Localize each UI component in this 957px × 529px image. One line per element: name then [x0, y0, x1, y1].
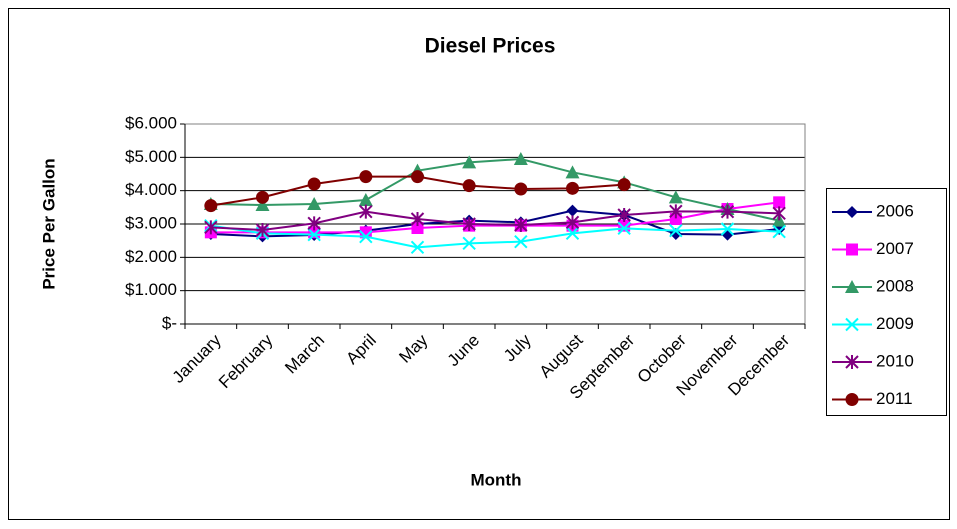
legend-label: 2007: [876, 239, 914, 258]
marker: [772, 206, 786, 221]
marker: [307, 197, 322, 210]
marker: [411, 170, 424, 184]
marker: [359, 229, 373, 244]
marker: [514, 182, 528, 196]
y-tick-label: $2.000: [125, 247, 177, 266]
marker: [773, 196, 786, 209]
marker: [358, 193, 373, 206]
y-axis-title: Price Per Gallon: [39, 158, 58, 289]
series-line: [210, 224, 780, 249]
chart-border: [8, 8, 950, 520]
series: [204, 218, 786, 255]
marker: [565, 226, 580, 241]
legend-marker: [845, 280, 859, 293]
marker: [566, 181, 579, 195]
marker: [411, 222, 424, 234]
legend-label: 2010: [876, 351, 914, 370]
series-line: [210, 201, 780, 234]
legend-marker: [846, 206, 858, 218]
y-tick-label: $-: [162, 313, 177, 332]
marker: [359, 226, 372, 239]
marker: [565, 215, 580, 230]
marker: [514, 234, 528, 249]
legend-label: 2009: [876, 314, 914, 333]
series-line: [210, 157, 780, 222]
y-tick-label: $5.000: [125, 147, 177, 166]
marker: [565, 165, 580, 179]
marker: [307, 216, 321, 231]
marker: [514, 218, 528, 232]
x-axis-title: Month: [471, 470, 522, 489]
chart-title: Diesel Prices: [425, 35, 556, 58]
legend-marker: [846, 243, 858, 256]
marker: [566, 204, 579, 217]
marker: [410, 240, 425, 255]
marker: [410, 212, 425, 226]
marker: [307, 227, 321, 242]
marker: [462, 179, 476, 193]
legend-marker: [845, 317, 859, 332]
y-tick-label: $6.000: [125, 113, 177, 132]
marker: [669, 213, 682, 225]
legend-label: 2006: [876, 201, 914, 220]
marker: [204, 220, 218, 235]
y-tick-label: $4.000: [125, 180, 177, 199]
y-tick-label: $3.000: [125, 213, 177, 232]
marker: [462, 217, 476, 231]
marker: [204, 199, 218, 213]
legend-box: [826, 188, 947, 416]
marker: [669, 204, 683, 219]
marker: [669, 223, 683, 238]
legend-label: 2008: [876, 276, 914, 295]
marker: [256, 190, 269, 204]
legend-label: 2011: [876, 389, 913, 408]
marker: [617, 178, 631, 192]
marker: [359, 170, 373, 184]
marker: [462, 155, 477, 169]
marker: [617, 221, 631, 236]
y-tick-label: $1.000: [125, 280, 177, 299]
marker: [772, 224, 786, 239]
marker: [359, 204, 373, 219]
series: [204, 170, 631, 213]
marker: [720, 222, 735, 236]
marker: [720, 204, 735, 219]
marker: [307, 177, 321, 191]
marker: [617, 208, 631, 222]
marker: [255, 198, 270, 211]
legend-marker: [845, 393, 859, 406]
marker: [462, 236, 476, 251]
series-line: [210, 210, 780, 232]
series: [204, 204, 786, 237]
legend-marker: [845, 355, 859, 369]
marker: [668, 190, 683, 204]
marker: [513, 152, 528, 165]
marker: [255, 223, 270, 237]
